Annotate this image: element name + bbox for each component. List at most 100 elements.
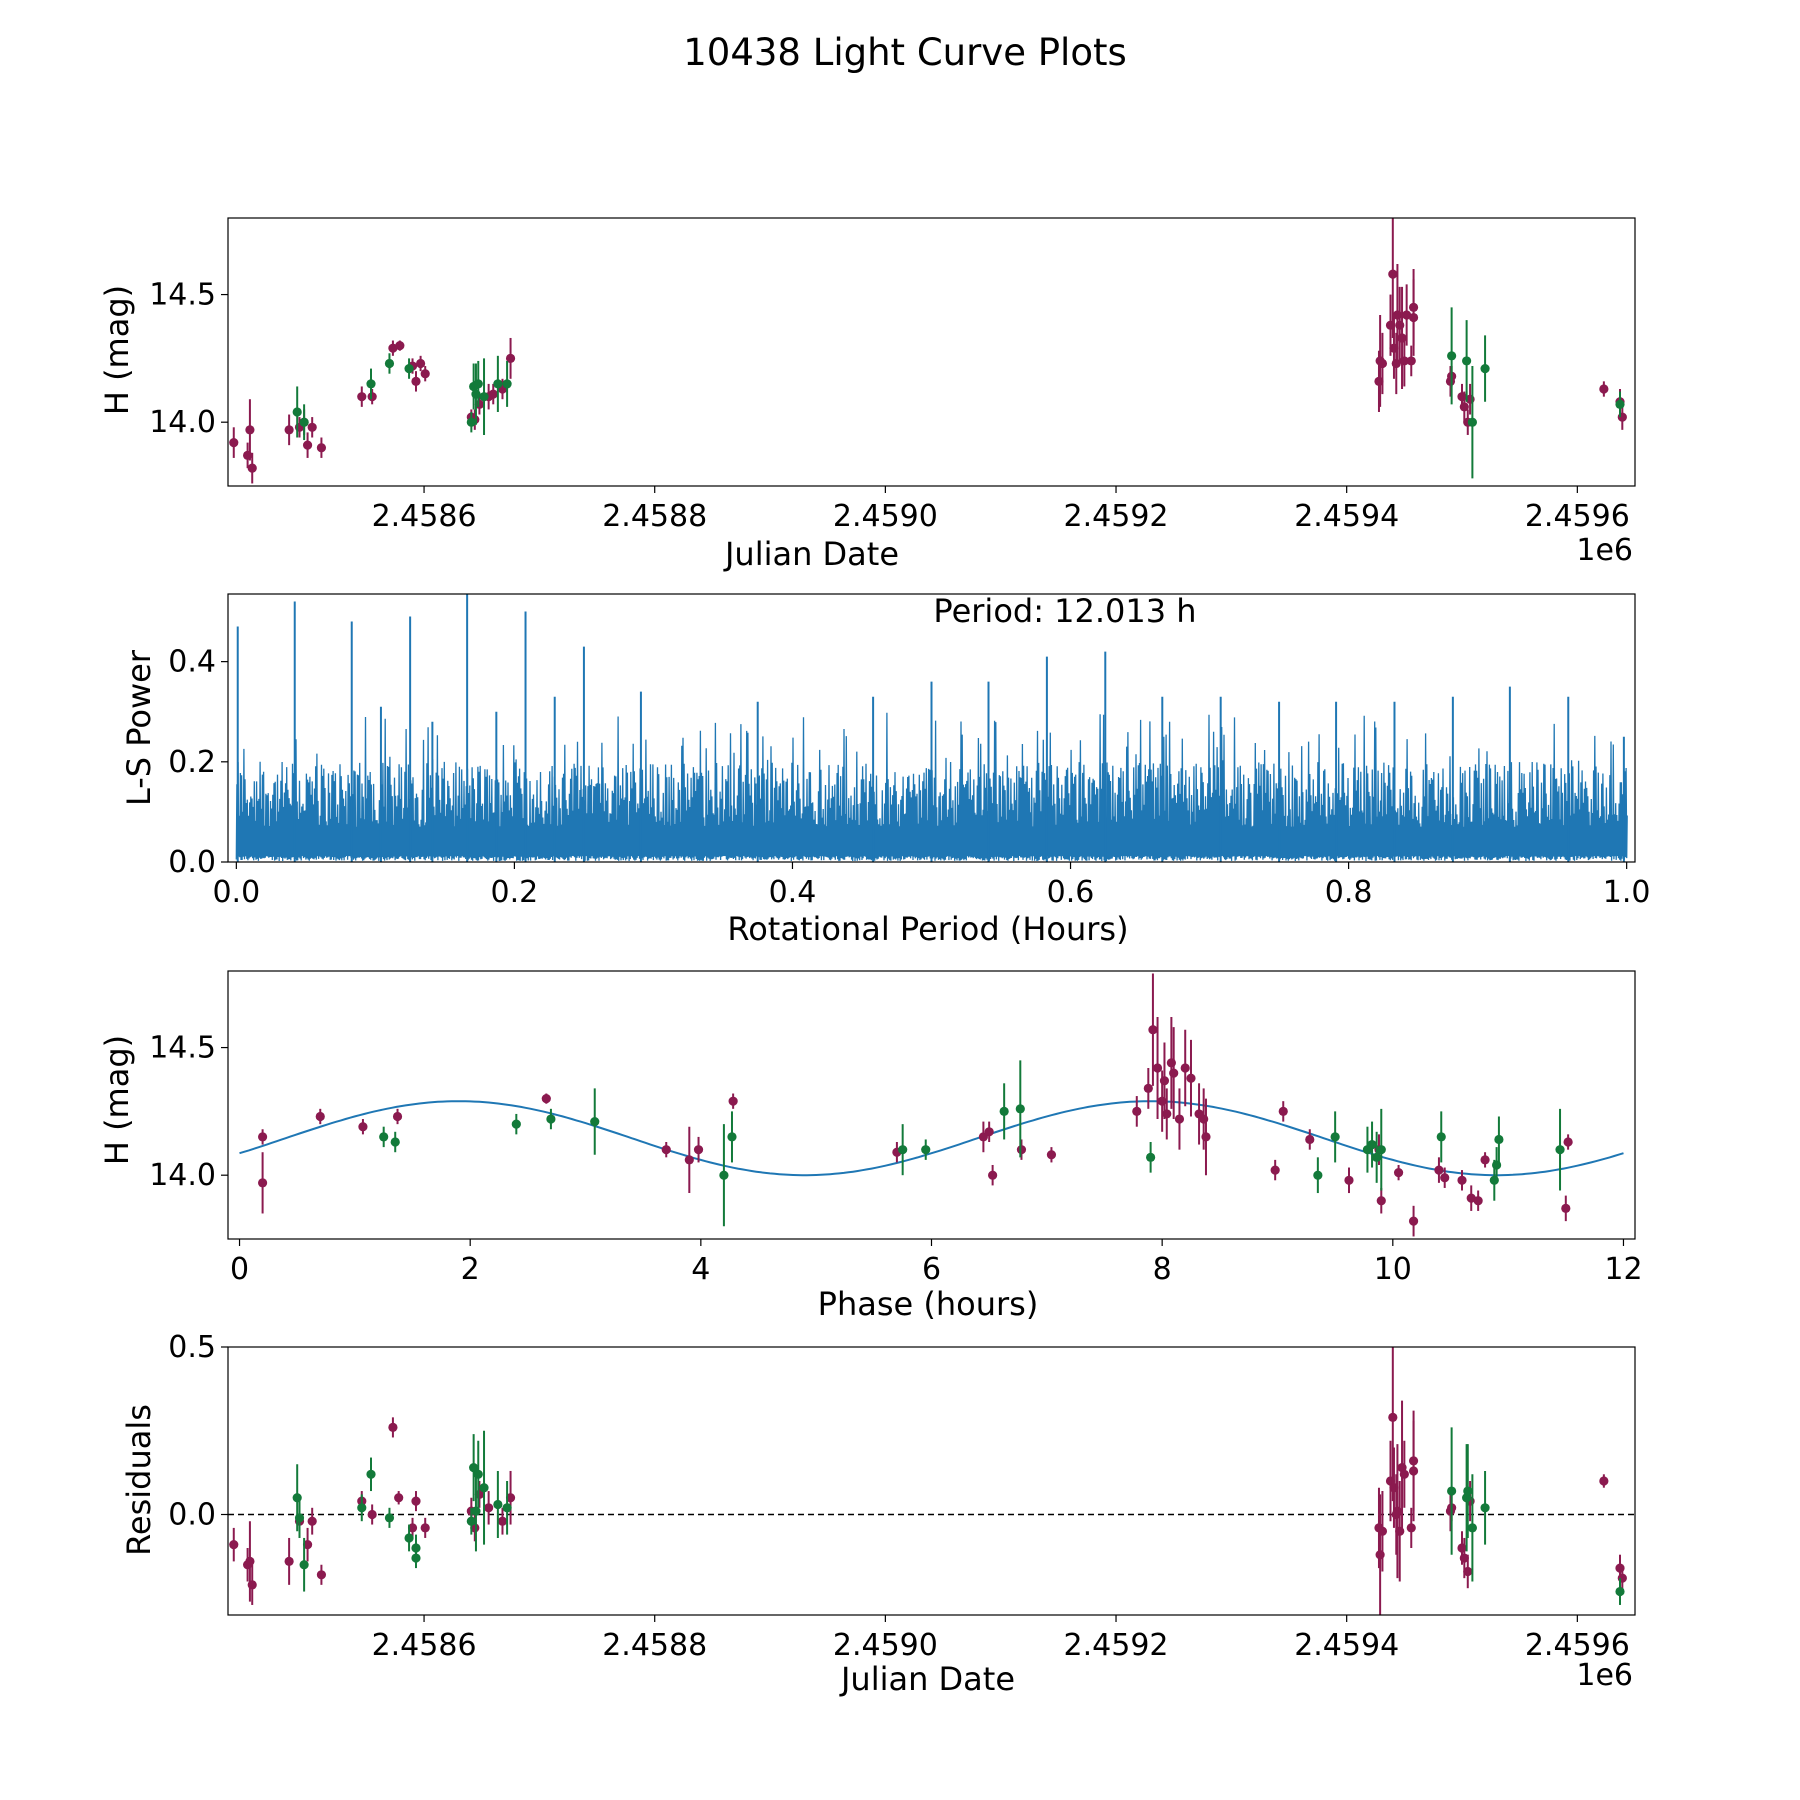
phased-point-magenta (1473, 1196, 1483, 1206)
residuals-point-magenta (505, 1493, 516, 1503)
phased-point-green (727, 1132, 737, 1142)
phased-points-layer (257, 973, 1573, 1237)
lightcurve-axes-frame (227, 217, 1636, 487)
periodogram-annotation: Period: 12.013 h (933, 592, 1196, 630)
residuals-ylabel: Residuals (120, 1404, 158, 1556)
phased-point-magenta (1152, 1063, 1163, 1073)
figure-title: 10438 Light Curve Plots (683, 31, 1127, 74)
lightcurve-point-magenta (1402, 310, 1412, 320)
lightcurve-point-magenta (1459, 402, 1469, 412)
phased-point-green (898, 1145, 908, 1155)
periodogram-ytick-label: 0.0 (168, 845, 216, 880)
phased-xtick-label: 2 (461, 1252, 480, 1287)
lightcurve-point-green (404, 363, 414, 374)
lightcurve-point-green (1480, 363, 1490, 374)
lightcurve-point-green (292, 407, 302, 417)
lightcurve-point-green (299, 417, 309, 427)
phased-point-magenta (1162, 1109, 1172, 1119)
residuals-point-magenta (407, 1523, 418, 1533)
lightcurve-point-green (1447, 351, 1457, 361)
phased-point-magenta (1434, 1165, 1444, 1175)
lightcurve-point-magenta (284, 425, 294, 435)
residuals-point-magenta (1599, 1476, 1609, 1486)
phased-point-magenta (1046, 1150, 1057, 1160)
lightcurve-panel: Julian Date H (mag) 1e6 2.4586 2.4588 2.45… (98, 217, 1636, 573)
residuals-points-layer (229, 1347, 1627, 1615)
residuals-point-green (493, 1499, 503, 1510)
lightcurve-xtick-label: 2.4594 (1294, 499, 1399, 534)
lightcurve-xtick-label: 2.4592 (1064, 499, 1169, 534)
phased-panel: Phase (hours) H (mag) 0 2 4 6 8 10 12 14.0 14.5 (98, 970, 1643, 1323)
residuals-point-magenta (420, 1523, 430, 1533)
residuals-point-magenta (1408, 1456, 1419, 1466)
residuals-point-green (384, 1513, 395, 1523)
lightcurve-point-green (1462, 356, 1472, 366)
phased-point-magenta (1376, 1196, 1386, 1206)
residuals-point-green (411, 1553, 421, 1563)
phased-point-magenta (358, 1122, 368, 1132)
phased-point-green (379, 1132, 389, 1142)
phased-point-magenta (661, 1145, 671, 1155)
phased-point-magenta (1466, 1193, 1476, 1203)
residuals-point-magenta (1377, 1526, 1388, 1536)
phased-point-magenta (1201, 1132, 1211, 1142)
periodogram-xlabel: Rotational Period (Hours) (727, 910, 1128, 948)
lightcurve-points-layer (229, 218, 1627, 484)
phased-point-green (1555, 1145, 1565, 1155)
phased-xtick-label: 10 (1374, 1252, 1412, 1287)
phased-point-magenta (984, 1127, 994, 1137)
phased-point-green (1376, 1145, 1386, 1155)
residuals-ytick-label: 0.0 (168, 1498, 216, 1533)
lightcurve-point-magenta (1388, 269, 1398, 279)
residuals-point-green (469, 1463, 479, 1473)
lightcurve-ytick-label: 14.5 (149, 278, 216, 313)
lightcurve-point-green (466, 417, 476, 427)
lightcurve-point-magenta (505, 353, 516, 363)
residuals-point-green (299, 1560, 309, 1570)
periodogram-axes-frame (227, 593, 1636, 863)
residuals-xtick-label: 2.4596 (1525, 1628, 1630, 1663)
lightcurve-point-magenta (1406, 356, 1416, 366)
lightcurve-point-magenta (1399, 356, 1409, 366)
residuals-point-magenta (1388, 1412, 1398, 1422)
phased-xtick-label: 8 (1153, 1252, 1172, 1287)
phased-point-magenta (728, 1096, 738, 1106)
lightcurve-point-magenta (302, 440, 313, 450)
lightcurve-point-magenta (388, 343, 398, 353)
phased-point-magenta (1563, 1137, 1573, 1147)
residuals-xtick-label: 2.4590 (833, 1628, 938, 1663)
phased-point-green (1367, 1139, 1377, 1150)
lightcurve-ylabel: H (mag) (98, 285, 136, 415)
lightcurve-point-magenta (247, 463, 257, 473)
phased-xtick-label: 4 (691, 1252, 710, 1287)
residuals-point-magenta (388, 1422, 398, 1432)
phased-point-magenta (1278, 1106, 1288, 1116)
lightcurve-point-green (502, 379, 512, 389)
residuals-point-green (404, 1533, 414, 1543)
residuals-point-magenta (245, 1556, 255, 1566)
phased-point-magenta (1016, 1145, 1027, 1155)
phased-point-green (546, 1114, 556, 1124)
residuals-point-green (294, 1513, 305, 1523)
lightcurve-point-magenta (245, 425, 255, 435)
phased-point-magenta (988, 1170, 998, 1180)
phased-point-magenta (1344, 1175, 1354, 1185)
lightcurve-xtick-label: 2.4590 (833, 499, 938, 534)
phased-fit-curve (239, 1100, 1624, 1177)
phased-point-green (1015, 1104, 1025, 1114)
phased-point-green (1372, 1152, 1382, 1162)
lightcurve-point-magenta (488, 389, 498, 399)
periodogram-xtick-label: 1.0 (1603, 875, 1651, 910)
phased-point-green (999, 1106, 1009, 1116)
lightcurve-point-magenta (474, 399, 485, 409)
residuals-point-magenta (1399, 1469, 1409, 1479)
phased-xtick-label: 0 (230, 1252, 249, 1287)
phased-point-magenta (1440, 1173, 1450, 1183)
lightcurve-point-magenta (1391, 358, 1401, 369)
residuals-point-magenta (316, 1570, 327, 1580)
phased-xtick-label: 12 (1604, 1252, 1642, 1287)
residuals-axes-frame (227, 1346, 1636, 1616)
residuals-point-magenta (302, 1540, 313, 1550)
